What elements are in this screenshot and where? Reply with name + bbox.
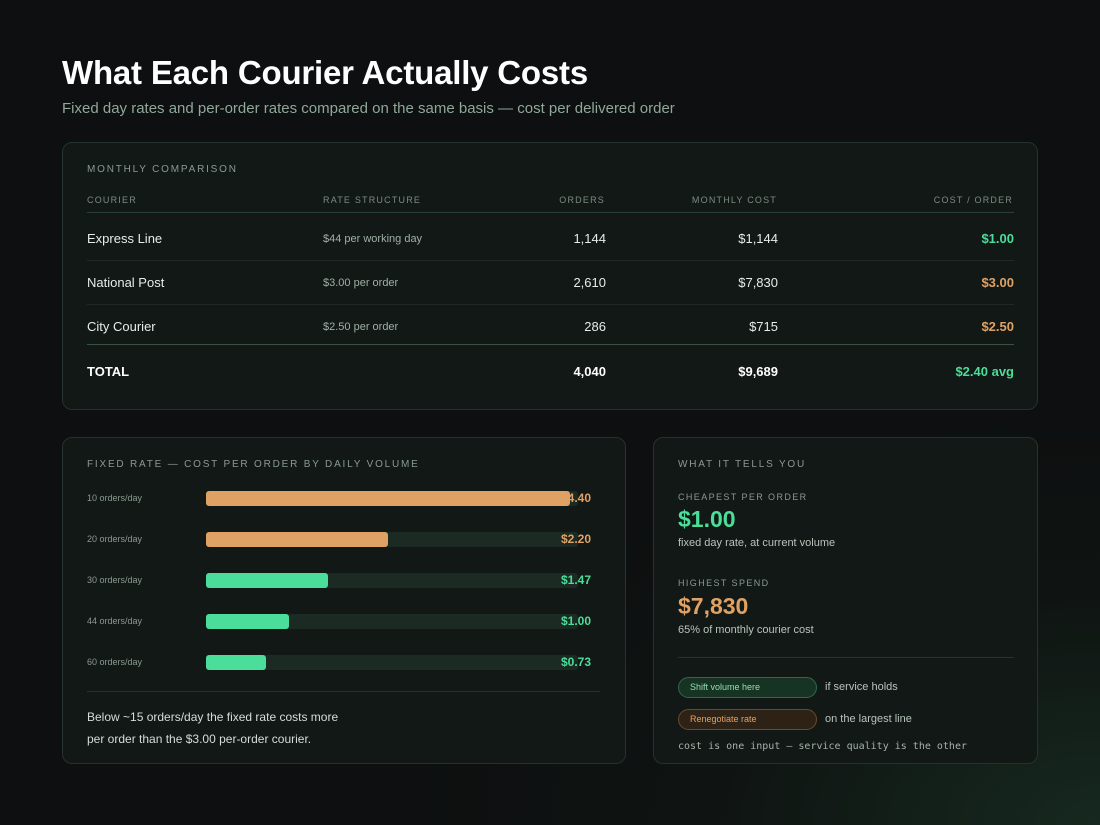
page-subtitle: Fixed day rates and per-order rates comp… <box>62 100 675 117</box>
bar-track <box>206 614 578 629</box>
monthly-cost: $1,144 <box>738 231 778 246</box>
bar-track <box>206 655 578 670</box>
column-header-rate: RATE STRUCTURE <box>323 195 422 205</box>
total-divider <box>87 344 1014 345</box>
bar-row: 60 orders/day $0.73 <box>87 654 607 670</box>
monthly-cost: $715 <box>749 319 778 334</box>
column-header-orders: ORDERS <box>559 195 605 205</box>
bar-value-label: $0.73 <box>561 655 592 669</box>
bar <box>206 532 388 547</box>
comparison-card: MONTHLY COMPARISON COURIER RATE STRUCTUR… <box>62 142 1038 410</box>
column-header-cpo: COST / ORDER <box>933 195 1013 205</box>
cost-per-order: $3.00 <box>981 275 1014 290</box>
total-orders: 4,040 <box>573 364 606 379</box>
bar-value-label: $4.40 <box>561 491 592 505</box>
shift-volume-note: if service holds <box>825 681 898 693</box>
insights-footer: cost is one input — service quality is t… <box>678 741 967 752</box>
orders-count: 1,144 <box>573 231 606 246</box>
table-row: National Post $3.00 per order 2,610 $7,8… <box>87 261 1014 305</box>
monthly-cost: $7,830 <box>738 275 778 290</box>
column-header-courier: COURIER <box>87 195 137 205</box>
bar-track <box>206 573 578 588</box>
shift-volume-pill[interactable]: Shift volume here <box>678 677 817 698</box>
bar-row: 44 orders/day $1.00 <box>87 613 607 629</box>
bar-label: 10 orders/day <box>87 493 143 503</box>
rate-structure: $44 per working day <box>323 233 423 245</box>
insights-label: WHAT IT TELLS YOU <box>678 459 807 470</box>
bar-value-label: $1.47 <box>561 573 592 587</box>
table-row: Express Line $44 per working day 1,144 $… <box>87 217 1014 261</box>
bar-row: 20 orders/day $2.20 <box>87 531 607 547</box>
cheapest-value: $1.00 <box>678 506 736 532</box>
highest-spend-desc: 65% of monthly courier cost <box>678 624 814 636</box>
cost-per-order: $1.00 <box>981 231 1014 246</box>
chart-note-line-1: Below ~15 orders/day the fixed rate cost… <box>87 710 339 724</box>
bar-label: 44 orders/day <box>87 616 143 626</box>
bar-row: 30 orders/day $1.47 <box>87 572 607 588</box>
page-title: What Each Courier Actually Costs <box>62 54 588 91</box>
bar-track <box>206 532 578 547</box>
table-row: City Courier $2.50 per order 286 $715 $2… <box>87 305 1014 349</box>
bar-track <box>206 491 578 506</box>
bar-label: 30 orders/day <box>87 575 143 585</box>
highest-spend-label: HIGHEST SPEND <box>678 578 770 588</box>
chart-label: FIXED RATE — COST PER ORDER BY DAILY VOL… <box>87 459 420 470</box>
courier-name: Express Line <box>87 231 163 246</box>
chart-note-line-2: per order than the $3.00 per-order couri… <box>87 732 312 746</box>
comparison-label: MONTHLY COMPARISON <box>87 164 238 175</box>
header-divider <box>87 212 1014 213</box>
bar-label: 60 orders/day <box>87 657 143 667</box>
orders-count: 2,610 <box>573 275 606 290</box>
row-divider <box>87 304 1014 305</box>
total-monthly-cost: $9,689 <box>738 364 778 379</box>
bar <box>206 655 266 670</box>
fixed-rate-chart-card: FIXED RATE — COST PER ORDER BY DAILY VOL… <box>62 437 626 764</box>
total-cost-per-order: $2.40 avg <box>955 364 1014 379</box>
orders-count: 286 <box>584 319 606 334</box>
rate-structure: $3.00 per order <box>323 277 399 289</box>
column-header-monthly: MONTHLY COST <box>691 195 777 205</box>
renegotiate-rate-pill[interactable]: Renegotiate rate <box>678 709 817 730</box>
bar-value-label: $2.20 <box>561 532 592 546</box>
cost-per-order: $2.50 <box>981 319 1014 334</box>
bar <box>206 491 570 506</box>
courier-name: National Post <box>87 275 165 290</box>
highest-spend-value: $7,830 <box>678 593 749 619</box>
bar-value-label: $1.00 <box>561 614 592 628</box>
row-divider <box>87 260 1014 261</box>
total-label: TOTAL <box>87 364 130 379</box>
bar-label: 20 orders/day <box>87 534 143 544</box>
insights-divider <box>678 657 1014 658</box>
bar-row: 10 orders/day $4.40 <box>87 490 607 506</box>
total-row: TOTAL 4,040 $9,689 $2.40 avg <box>87 350 1014 394</box>
chart-divider <box>87 691 600 692</box>
renegotiate-rate-note: on the largest line <box>825 713 912 725</box>
bar <box>206 573 328 588</box>
rate-structure: $2.50 per order <box>323 321 399 333</box>
cheapest-desc: fixed day rate, at current volume <box>678 537 836 549</box>
courier-name: City Courier <box>87 319 156 334</box>
insights-card: WHAT IT TELLS YOU CHEAPEST PER ORDER $1.… <box>653 437 1038 764</box>
bar <box>206 614 289 629</box>
cheapest-label: CHEAPEST PER ORDER <box>678 492 808 502</box>
